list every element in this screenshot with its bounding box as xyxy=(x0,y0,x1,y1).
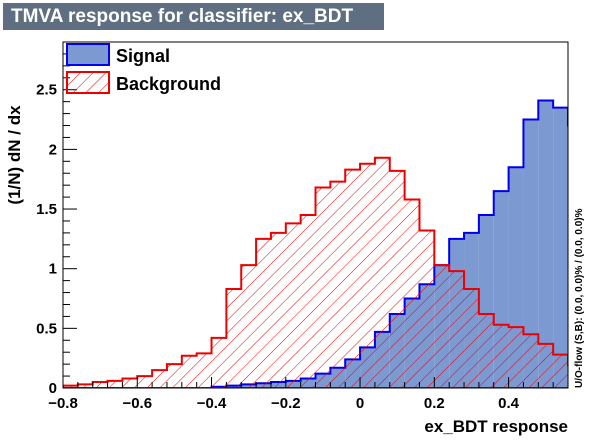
background-bin xyxy=(509,327,524,388)
background-bin xyxy=(464,289,479,388)
signal-bin xyxy=(583,153,598,388)
x-tick-label: −0.8 xyxy=(48,395,78,412)
background-bin xyxy=(316,188,331,388)
background-bin xyxy=(494,325,509,388)
x-tick-label: 0.2 xyxy=(424,395,445,412)
overflow-note: U/O-flow (S,B): (0.0, 0.0)% / (0.0, 0.0)… xyxy=(574,208,585,388)
background-bin xyxy=(405,199,420,388)
x-axis-title: ex_BDT response xyxy=(424,417,568,436)
background-bin xyxy=(434,265,449,388)
background-bin xyxy=(108,381,123,388)
background-bin xyxy=(523,334,538,388)
background-bin xyxy=(182,356,197,388)
background-bin xyxy=(137,376,152,388)
background-bin xyxy=(286,223,301,388)
background-bin xyxy=(538,344,553,388)
legend-swatch-signal xyxy=(67,44,109,65)
background-bin xyxy=(553,355,568,388)
y-tick-label: 0.5 xyxy=(36,320,57,337)
signal-bin xyxy=(553,108,568,388)
background-bin xyxy=(122,378,137,388)
y-tick-label: 2.5 xyxy=(36,82,57,99)
x-tick-label: −0.2 xyxy=(271,395,301,412)
background-bin xyxy=(301,215,316,388)
x-tick-label: 0 xyxy=(356,395,364,412)
y-tick-label: 1.5 xyxy=(36,201,57,218)
legend-swatch-background xyxy=(67,72,109,93)
background-bin xyxy=(345,170,360,388)
background-bin xyxy=(167,364,182,388)
legend-label-signal: Signal xyxy=(116,46,170,66)
y-tick-label: 2 xyxy=(49,141,57,158)
background-bin xyxy=(419,231,434,388)
x-tick-label: 0.4 xyxy=(498,395,520,412)
background-bin xyxy=(197,353,212,388)
y-tick-label: 1 xyxy=(49,261,57,278)
background-bin xyxy=(271,233,286,388)
background-bin xyxy=(390,171,405,388)
background-bin xyxy=(212,338,227,388)
background-bin xyxy=(241,265,256,388)
background-bin xyxy=(479,314,494,388)
background-bin xyxy=(226,289,241,388)
legend-label-background: Background xyxy=(116,74,221,94)
background-bin xyxy=(360,164,375,388)
background-bin xyxy=(330,182,345,388)
background-bin xyxy=(256,239,271,388)
background-bin xyxy=(449,271,464,388)
background-bin xyxy=(152,370,167,388)
background-bin xyxy=(375,158,390,388)
x-tick-label: −0.6 xyxy=(122,395,152,412)
x-tick-label: −0.4 xyxy=(197,395,227,412)
y-axis-title: (1/N) dN / dx xyxy=(5,105,24,205)
background-bin xyxy=(583,374,598,388)
y-tick-label: 0 xyxy=(49,380,57,397)
